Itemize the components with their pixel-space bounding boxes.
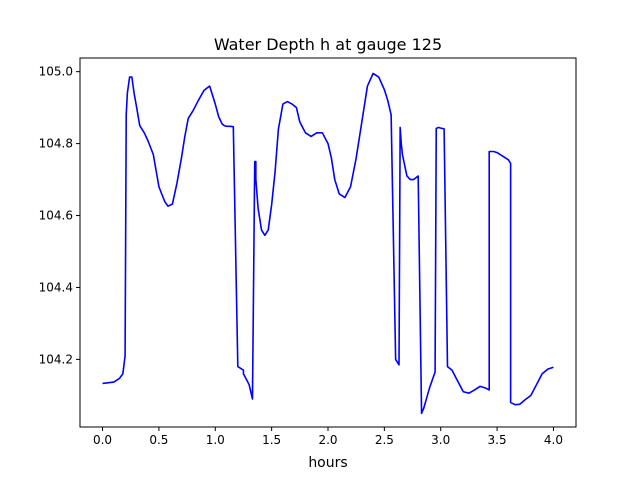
- x-tick-label: 0.5: [149, 433, 168, 447]
- axes: 0.0 0.5 1.0 1.5 2.0 2.5 3.0 3.5 4.0 104.2 104.4 104…: [39, 65, 563, 447]
- x-tick-label: 1.0: [206, 433, 225, 447]
- x-tick-label: 4.0: [544, 433, 563, 447]
- y-tick-label: 105.0: [39, 65, 73, 79]
- x-tick-label: 3.5: [488, 433, 507, 447]
- plot-frame: [79, 57, 577, 428]
- x-tick-label: 3.0: [431, 433, 450, 447]
- x-tick-label: 1.5: [262, 433, 281, 447]
- x-tick-label: 0.0: [93, 433, 112, 447]
- y-tick-label: 104.6: [39, 209, 73, 223]
- x-tick-label: 2.5: [375, 433, 394, 447]
- chart-title: Water Depth h at gauge 125: [214, 35, 442, 54]
- y-tick-label: 104.2: [39, 352, 73, 366]
- plot-area: [102, 72, 554, 415]
- y-tick-label: 104.8: [39, 137, 73, 151]
- series-line-0: [102, 72, 554, 415]
- y-tick-label: 104.4: [39, 280, 73, 294]
- x-tick-label: 2.0: [318, 433, 337, 447]
- x-axis-label: hours: [308, 455, 347, 471]
